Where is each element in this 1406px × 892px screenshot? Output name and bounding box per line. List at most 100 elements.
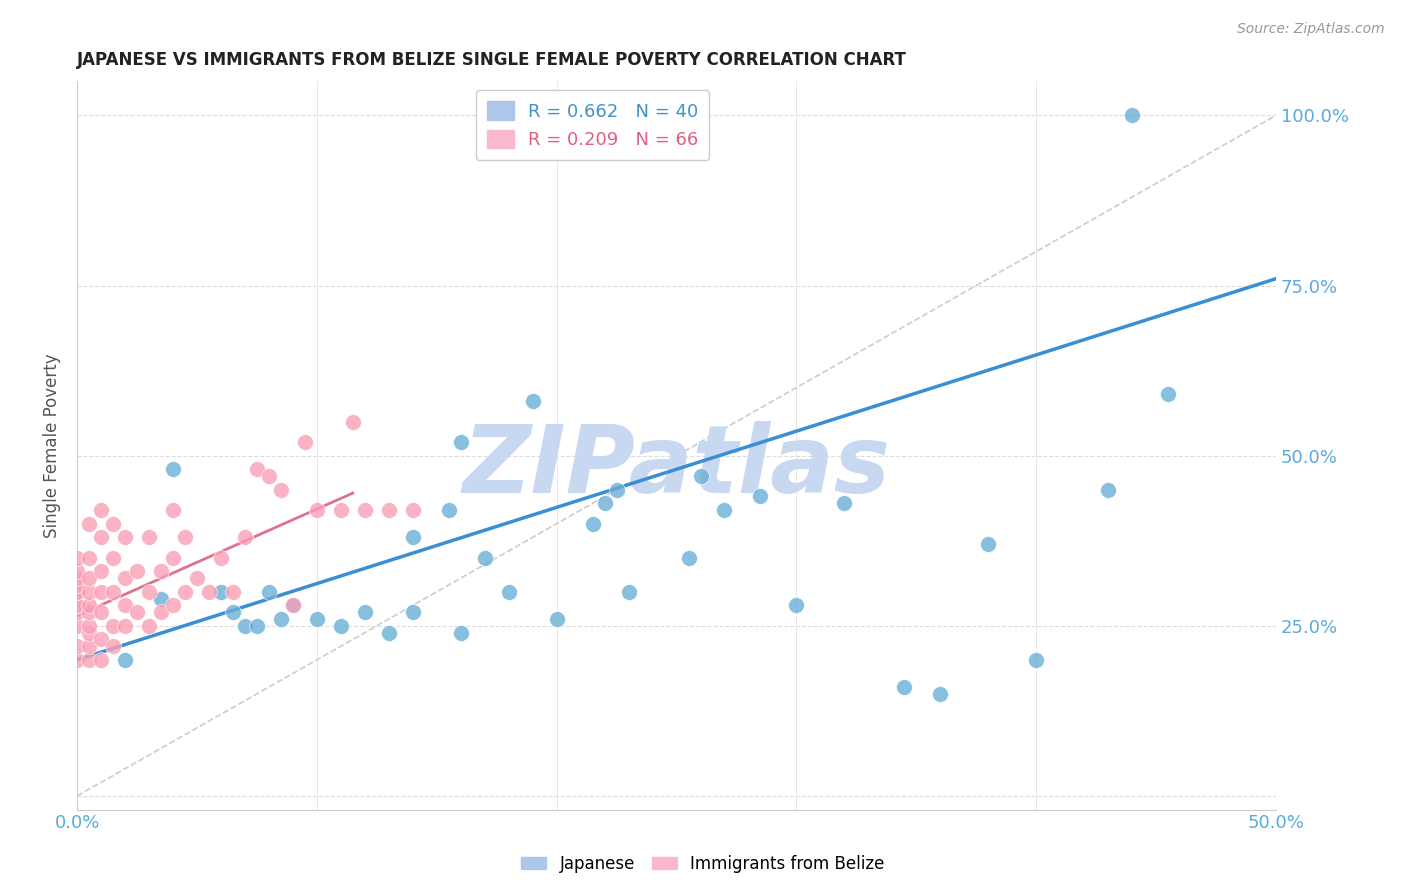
Point — [66, 605, 89, 619]
Point — [294, 435, 316, 450]
Point — [270, 612, 292, 626]
Point — [101, 619, 124, 633]
Point — [402, 503, 425, 517]
Point — [162, 599, 184, 613]
Point — [1025, 653, 1047, 667]
Point — [209, 550, 232, 565]
Point — [77, 516, 100, 531]
Point — [77, 639, 100, 653]
Point — [101, 584, 124, 599]
Point — [77, 605, 100, 619]
Point — [353, 605, 375, 619]
Point — [246, 462, 269, 476]
Point — [450, 625, 472, 640]
Point — [138, 619, 160, 633]
Point — [186, 571, 208, 585]
Point — [209, 584, 232, 599]
Point — [150, 605, 173, 619]
Point — [246, 619, 269, 633]
Point — [174, 530, 197, 544]
Point — [77, 599, 100, 613]
Point — [114, 571, 136, 585]
Point — [66, 550, 89, 565]
Point — [474, 550, 496, 565]
Point — [329, 619, 352, 633]
Point — [77, 653, 100, 667]
Point — [66, 584, 89, 599]
Point — [233, 619, 256, 633]
Point — [66, 578, 89, 592]
Point — [402, 530, 425, 544]
Point — [66, 639, 89, 653]
Point — [893, 680, 915, 694]
Point — [77, 625, 100, 640]
Point — [66, 584, 89, 599]
Point — [174, 584, 197, 599]
Point — [1097, 483, 1119, 497]
Point — [90, 632, 112, 647]
Point — [101, 516, 124, 531]
Point — [498, 584, 520, 599]
Point — [101, 550, 124, 565]
Point — [749, 490, 772, 504]
Point — [162, 503, 184, 517]
Point — [138, 584, 160, 599]
Point — [222, 605, 245, 619]
Point — [66, 619, 89, 633]
Point — [450, 435, 472, 450]
Point — [77, 571, 100, 585]
Point — [1121, 108, 1143, 122]
Point — [66, 599, 89, 613]
Point — [689, 469, 711, 483]
Point — [378, 625, 401, 640]
Point — [437, 503, 460, 517]
Point — [138, 530, 160, 544]
Point — [198, 584, 221, 599]
Point — [593, 496, 616, 510]
Point — [305, 503, 328, 517]
Point — [929, 687, 952, 701]
Point — [281, 599, 304, 613]
Point — [162, 462, 184, 476]
Point — [150, 591, 173, 606]
Point — [162, 550, 184, 565]
Point — [281, 599, 304, 613]
Point — [977, 537, 1000, 551]
Point — [402, 605, 425, 619]
Point — [66, 653, 89, 667]
Y-axis label: Single Female Poverty: Single Female Poverty — [44, 353, 60, 538]
Point — [90, 653, 112, 667]
Point — [342, 415, 364, 429]
Point — [1157, 387, 1180, 401]
Point — [114, 599, 136, 613]
Text: ZIPatlas: ZIPatlas — [463, 421, 890, 513]
Point — [66, 571, 89, 585]
Point — [90, 565, 112, 579]
Point — [546, 612, 568, 626]
Point — [678, 550, 700, 565]
Point — [353, 503, 375, 517]
Point — [378, 503, 401, 517]
Point — [270, 483, 292, 497]
Point — [66, 565, 89, 579]
Point — [90, 503, 112, 517]
Point — [125, 565, 148, 579]
Point — [522, 394, 544, 409]
Point — [90, 605, 112, 619]
Point — [90, 584, 112, 599]
Point — [114, 530, 136, 544]
Point — [713, 503, 735, 517]
Legend: Japanese, Immigrants from Belize: Japanese, Immigrants from Belize — [515, 848, 891, 880]
Point — [150, 565, 173, 579]
Point — [617, 584, 640, 599]
Text: JAPANESE VS IMMIGRANTS FROM BELIZE SINGLE FEMALE POVERTY CORRELATION CHART: JAPANESE VS IMMIGRANTS FROM BELIZE SINGL… — [77, 51, 907, 69]
Point — [77, 550, 100, 565]
Point — [77, 619, 100, 633]
Point — [101, 639, 124, 653]
Point — [125, 605, 148, 619]
Point — [581, 516, 603, 531]
Point — [114, 653, 136, 667]
Point — [785, 599, 807, 613]
Point — [606, 483, 628, 497]
Point — [77, 584, 100, 599]
